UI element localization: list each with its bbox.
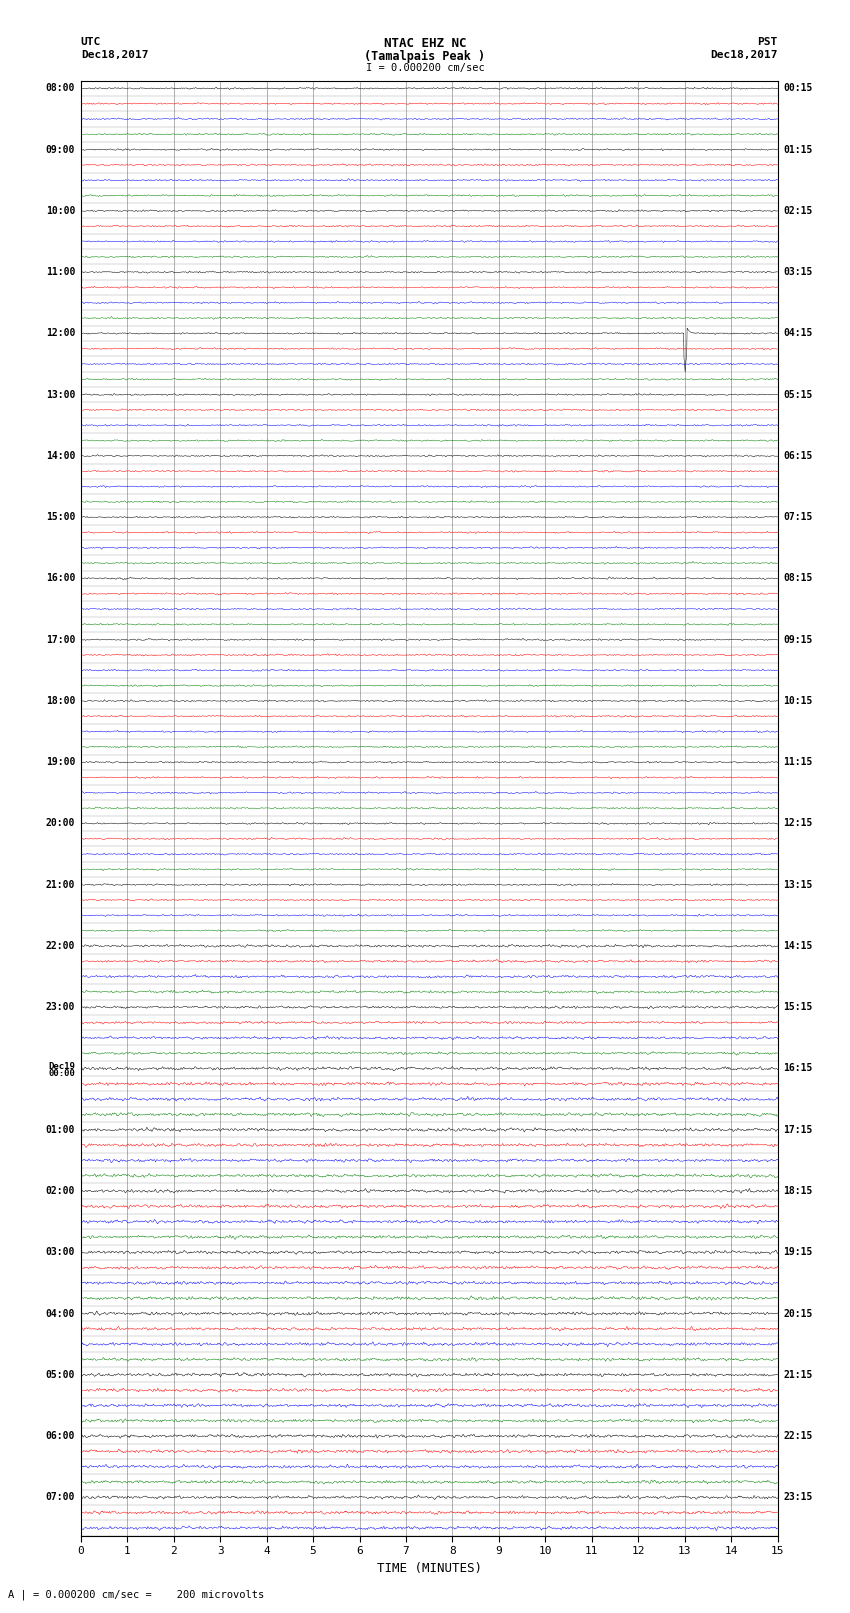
Text: NTAC EHZ NC: NTAC EHZ NC bbox=[383, 37, 467, 50]
Text: UTC: UTC bbox=[81, 37, 101, 47]
Text: 20:15: 20:15 bbox=[784, 1308, 813, 1318]
Text: Dec18,2017: Dec18,2017 bbox=[81, 50, 148, 60]
Text: I = 0.000200 cm/sec: I = 0.000200 cm/sec bbox=[366, 63, 484, 73]
Text: 03:00: 03:00 bbox=[46, 1247, 75, 1257]
Text: 18:00: 18:00 bbox=[46, 695, 75, 706]
Text: 05:15: 05:15 bbox=[784, 390, 813, 400]
Text: Dec19: Dec19 bbox=[48, 1061, 75, 1071]
Text: 14:15: 14:15 bbox=[784, 940, 813, 952]
Text: 16:00: 16:00 bbox=[46, 573, 75, 584]
Text: 21:00: 21:00 bbox=[46, 879, 75, 890]
Text: 23:15: 23:15 bbox=[784, 1492, 813, 1502]
Text: 15:00: 15:00 bbox=[46, 513, 75, 523]
Text: 08:00: 08:00 bbox=[46, 84, 75, 94]
Text: 05:00: 05:00 bbox=[46, 1369, 75, 1379]
Text: 00:15: 00:15 bbox=[784, 84, 813, 94]
Text: 00:00: 00:00 bbox=[48, 1069, 75, 1079]
Text: 17:00: 17:00 bbox=[46, 634, 75, 645]
Text: 19:00: 19:00 bbox=[46, 756, 75, 768]
Text: 01:00: 01:00 bbox=[46, 1124, 75, 1134]
Text: 18:15: 18:15 bbox=[784, 1186, 813, 1195]
Text: PST: PST bbox=[757, 37, 778, 47]
Text: 03:15: 03:15 bbox=[784, 268, 813, 277]
Text: 10:15: 10:15 bbox=[784, 695, 813, 706]
Text: 22:15: 22:15 bbox=[784, 1431, 813, 1440]
Text: (Tamalpais Peak ): (Tamalpais Peak ) bbox=[365, 50, 485, 63]
Text: 08:15: 08:15 bbox=[784, 573, 813, 584]
Text: 06:00: 06:00 bbox=[46, 1431, 75, 1440]
Text: 10:00: 10:00 bbox=[46, 206, 75, 216]
Text: 22:00: 22:00 bbox=[46, 940, 75, 952]
Text: 12:00: 12:00 bbox=[46, 329, 75, 339]
Text: 21:15: 21:15 bbox=[784, 1369, 813, 1379]
Text: 13:00: 13:00 bbox=[46, 390, 75, 400]
Text: 14:00: 14:00 bbox=[46, 452, 75, 461]
Text: 04:15: 04:15 bbox=[784, 329, 813, 339]
Text: 01:15: 01:15 bbox=[784, 145, 813, 155]
Text: 17:15: 17:15 bbox=[784, 1124, 813, 1134]
Text: 12:15: 12:15 bbox=[784, 818, 813, 829]
Text: 02:15: 02:15 bbox=[784, 206, 813, 216]
Text: 13:15: 13:15 bbox=[784, 879, 813, 890]
Text: Dec18,2017: Dec18,2017 bbox=[711, 50, 778, 60]
Text: 04:00: 04:00 bbox=[46, 1308, 75, 1318]
X-axis label: TIME (MINUTES): TIME (MINUTES) bbox=[377, 1561, 482, 1574]
Text: A | = 0.000200 cm/sec =    200 microvolts: A | = 0.000200 cm/sec = 200 microvolts bbox=[8, 1589, 264, 1600]
Text: 19:15: 19:15 bbox=[784, 1247, 813, 1257]
Text: 09:15: 09:15 bbox=[784, 634, 813, 645]
Text: 20:00: 20:00 bbox=[46, 818, 75, 829]
Text: 23:00: 23:00 bbox=[46, 1002, 75, 1013]
Text: 15:15: 15:15 bbox=[784, 1002, 813, 1013]
Text: 02:00: 02:00 bbox=[46, 1186, 75, 1195]
Text: 06:15: 06:15 bbox=[784, 452, 813, 461]
Text: 07:00: 07:00 bbox=[46, 1492, 75, 1502]
Text: 07:15: 07:15 bbox=[784, 513, 813, 523]
Text: 11:00: 11:00 bbox=[46, 268, 75, 277]
Text: 09:00: 09:00 bbox=[46, 145, 75, 155]
Text: 16:15: 16:15 bbox=[784, 1063, 813, 1074]
Text: 11:15: 11:15 bbox=[784, 756, 813, 768]
